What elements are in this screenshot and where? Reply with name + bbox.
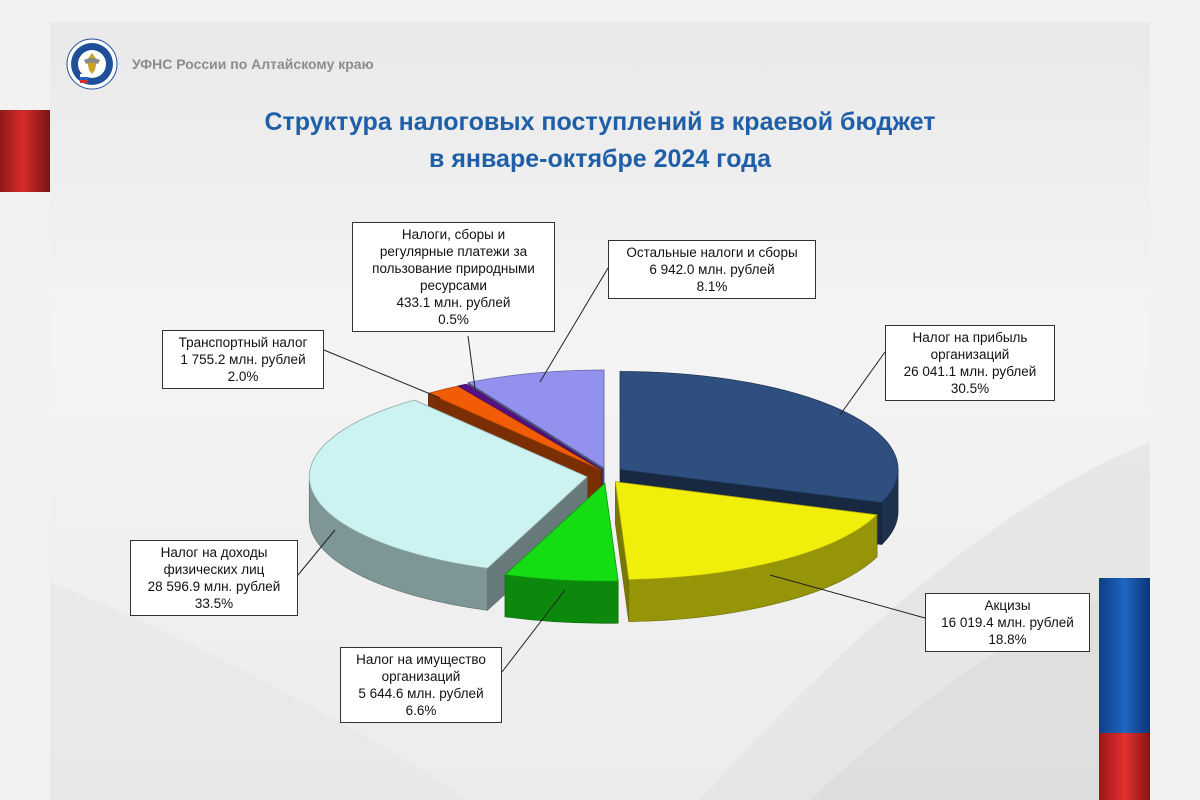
slice-label-name-line: ресурсами: [420, 278, 487, 293]
slice-label-4: Налог на доходы физических лиц 28 596.9 мл…: [130, 540, 298, 616]
slice-label-6: Налоги, сборы и регулярные платежи за поль…: [352, 222, 555, 332]
leader-line-5: [323, 349, 441, 399]
flag-red-band: [1099, 733, 1150, 800]
slice-percent-label: 0.5%: [438, 312, 469, 327]
slice-label-7: Остальные налоги и сборы 6 942.0 млн. руб…: [608, 240, 816, 299]
slice-label-name-line: Налоги, сборы и: [401, 227, 506, 242]
slice-value-label: 433.1 млн. рублей: [396, 295, 511, 310]
slice-percent-label: 8.1%: [696, 279, 728, 294]
slice-percent-label: 2.0%: [227, 369, 259, 384]
leader-line-6: [467, 335, 476, 389]
pie-slice-side-3: [504, 574, 619, 624]
slice-percent-label: 6.6%: [405, 703, 437, 718]
slice-value-label: 5 644.6 млн. рублей: [358, 686, 484, 701]
pie-slice-1: [619, 371, 899, 503]
pie-slice-2: [614, 481, 878, 581]
organization-name: УФНС России по Алтайскому краю: [132, 56, 374, 72]
pie-slice-3: [504, 482, 619, 582]
flag-blue-band: [1099, 578, 1150, 733]
slice-label-name-line: регулярные платежи за: [379, 244, 528, 259]
leader-line-3: [501, 589, 566, 673]
leader-lines: [297, 267, 926, 673]
slice-label-3: Налог на имущество организаций 5 644.6 млн…: [340, 647, 502, 723]
slice-label-name-line: Транспортный налог: [178, 335, 308, 350]
chart-title-line-1: Структура налоговых поступлений в краево…: [264, 108, 936, 136]
leader-line-4: [297, 529, 336, 576]
pie-slices: [308, 369, 899, 624]
slice-percent-label: 30.5%: [950, 381, 990, 396]
slice-value-label: 1 755.2 млн. рублей: [180, 352, 306, 367]
leader-line-1: [839, 351, 886, 416]
slice-value-label: 26 041.1 млн. рублей: [903, 364, 1037, 379]
slice-value-label: 28 596.9 млн. рублей: [147, 579, 281, 594]
slice-label-name-line: физических лиц: [163, 562, 265, 577]
pie-slice-4: [308, 399, 588, 569]
slice-label-name-line: Налог на прибыль: [912, 330, 1028, 345]
chart-title-line-2: в январе-октябре 2024 года: [429, 145, 771, 173]
chart-title: Структура налоговых поступлений в краево…: [200, 104, 1000, 178]
slice-label-1: Налог на прибыль организаций 26 041.1 млн.…: [885, 325, 1055, 401]
slice-label-name-line: Налог на имущество: [356, 652, 486, 667]
slice-label-name-line: организаций: [930, 347, 1010, 362]
slice-label-name-line: Остальные налоги и сборы: [626, 245, 798, 260]
brand-red-stripe: [0, 110, 50, 192]
fns-emblem-icon: [66, 38, 118, 90]
slice-value-label: 16 019.4 млн. рублей: [941, 615, 1074, 630]
pie-slice-6: [457, 383, 603, 471]
russian-flag-stripe: [1099, 578, 1150, 800]
slice-label-5: Транспортный налог 1 755.2 млн. рублей 2.0…: [162, 330, 324, 389]
slice-value-label: 6 942.0 млн. рублей: [649, 262, 775, 277]
slice-percent-label: 33.5%: [194, 596, 234, 611]
leader-line-7: [539, 267, 609, 383]
slice-label-2: Акцизы 16 019.4 млн. рублей 18.8%: [925, 593, 1090, 652]
slice-percent-label: 18.8%: [988, 632, 1027, 647]
slice-label-name-line: Налог на доходы: [160, 545, 268, 560]
leader-line-2: [769, 574, 926, 619]
slice-label-name-line: организаций: [381, 669, 461, 684]
slice-label-name-line: пользование природными: [372, 261, 535, 276]
slice-label-name-line: Акцизы: [984, 598, 1031, 613]
